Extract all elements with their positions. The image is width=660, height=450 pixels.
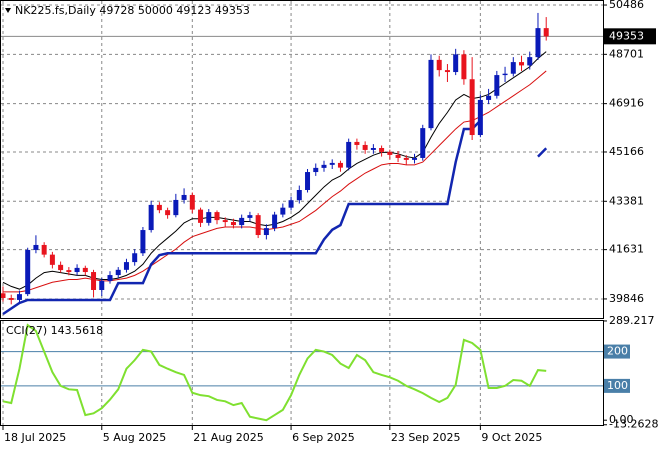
x-tick-label: 18 Jul 2025	[4, 431, 66, 444]
candle-body	[444, 70, 450, 73]
candle-body	[519, 62, 525, 66]
candle-body	[436, 59, 442, 71]
candle-body	[132, 253, 138, 263]
candle-body	[263, 228, 269, 236]
indicator-title: CCI(27) 143.5618	[6, 324, 103, 337]
chart-title: NK225.fs,Daily 49728 50000 49123 49353	[15, 4, 250, 17]
candle-body	[58, 264, 64, 271]
candle-body	[346, 141, 352, 168]
candle-body	[247, 215, 253, 218]
candle-body	[477, 99, 483, 136]
candle-body	[428, 59, 434, 129]
y-tick-label: 50486	[609, 0, 644, 11]
collapse-icon	[5, 8, 11, 13]
candle-body	[230, 222, 236, 226]
candle-body	[329, 162, 335, 165]
candle-body	[354, 141, 360, 145]
cci-line	[2, 323, 547, 422]
candle-body	[387, 151, 393, 155]
candle-body	[173, 199, 179, 216]
x-tick-label: 6 Sep 2025	[292, 431, 355, 444]
candle-body	[107, 275, 113, 281]
y-tick-label: 48701	[609, 47, 644, 60]
candle-body	[461, 54, 467, 80]
candle-body	[123, 262, 129, 270]
candle-body	[362, 144, 368, 150]
candle-body	[82, 267, 88, 273]
y-tick-label: 289.217	[609, 314, 655, 327]
candle-body	[280, 207, 286, 215]
x-tick-label: 21 Aug 2025	[193, 431, 263, 444]
candle-body	[272, 214, 278, 229]
level-label-box	[604, 378, 630, 393]
candle-body	[321, 164, 327, 168]
candle-body	[222, 220, 228, 223]
candle-body	[156, 204, 162, 211]
candle-body	[510, 62, 516, 74]
candle-body	[239, 217, 245, 226]
candle-body	[8, 298, 14, 300]
y-tick-label: 46916	[609, 97, 644, 110]
candle-body	[403, 157, 409, 160]
level-label: 100	[607, 379, 628, 392]
candle-body	[165, 210, 171, 216]
candle-body	[74, 267, 80, 273]
price-panel-frame	[0, 0, 604, 319]
candle-body	[296, 189, 302, 201]
candle-body	[25, 249, 31, 295]
candle-body	[0, 293, 6, 299]
candle-body	[198, 209, 204, 223]
candle-body	[535, 28, 541, 58]
cci-panel-frame	[0, 320, 604, 426]
candle-body	[305, 172, 311, 190]
candle-body	[379, 148, 385, 152]
level-label-box	[604, 344, 630, 359]
candle-body	[502, 73, 508, 76]
y-tick-label: 43381	[609, 194, 644, 207]
x-tick-label: 23 Sep 2025	[391, 431, 461, 444]
y-tick-label: 41631	[609, 243, 644, 256]
y-tick-label: 39846	[609, 292, 644, 305]
candle-body	[206, 212, 212, 223]
candle-body	[486, 95, 492, 100]
candle-body	[412, 157, 418, 160]
x-tick-label: 9 Oct 2025	[481, 431, 542, 444]
candle-body	[255, 215, 261, 236]
candle-body	[41, 244, 47, 255]
candle-body	[543, 28, 549, 37]
candle-body	[148, 204, 154, 231]
x-tick-label: 5 Aug 2025	[103, 431, 166, 444]
candle-body	[527, 57, 533, 66]
candle-body	[214, 212, 220, 221]
candle-body	[49, 254, 55, 265]
candle-body	[395, 154, 401, 158]
candle-body	[337, 162, 343, 168]
candle-body	[370, 148, 376, 150]
candle-body	[313, 167, 319, 173]
candle-body	[66, 270, 72, 273]
indicator-line	[2, 119, 548, 316]
candle-body	[16, 294, 22, 300]
candle-body	[99, 280, 105, 290]
level-label: 200	[607, 345, 628, 358]
candle-body	[140, 230, 146, 254]
candle-body	[469, 79, 475, 136]
y-tick-label: 45166	[609, 145, 644, 158]
candle-body	[453, 54, 459, 73]
y-tick-label: 0.00	[609, 413, 634, 426]
candle-body	[494, 75, 500, 96]
candle-body	[420, 128, 426, 158]
last-price-label: 49353	[609, 29, 644, 42]
y-tick-label: -13.2628	[609, 418, 658, 431]
candle-body	[181, 194, 187, 200]
candle-body	[33, 244, 39, 250]
candle-body	[91, 272, 97, 290]
candle-body	[189, 194, 195, 210]
last-price-box	[604, 28, 656, 45]
candle-body	[115, 269, 121, 276]
candle-body	[288, 200, 294, 208]
